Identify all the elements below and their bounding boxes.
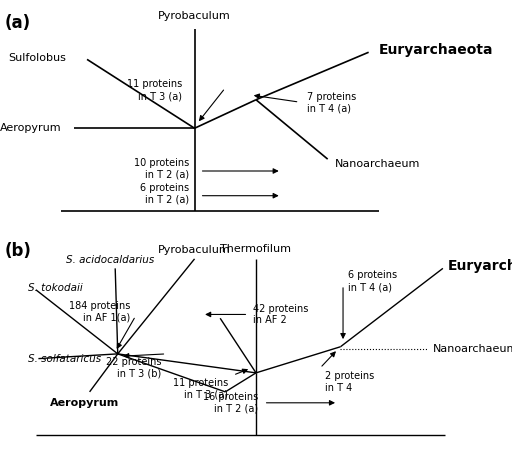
Text: Aeropyrum: Aeropyrum xyxy=(50,398,119,408)
Text: 184 proteins
in AF 1(a): 184 proteins in AF 1(a) xyxy=(69,301,131,323)
Text: (b): (b) xyxy=(5,242,32,260)
Text: Euryarchaeota: Euryarchaeota xyxy=(379,43,494,57)
Text: 42 proteins
in AF 2: 42 proteins in AF 2 xyxy=(253,304,309,325)
Text: 22 proteins
in T 3 (b): 22 proteins in T 3 (b) xyxy=(106,357,161,379)
Text: S. acidocaldarius: S. acidocaldarius xyxy=(66,255,154,265)
Text: 7 proteins
in T 4 (a): 7 proteins in T 4 (a) xyxy=(307,92,356,114)
Text: Thermofilum: Thermofilum xyxy=(221,244,291,254)
Text: Nanoarchaeum: Nanoarchaeum xyxy=(335,159,421,169)
Text: S. solfataricus: S. solfataricus xyxy=(28,353,101,364)
Text: Pyrobaculum: Pyrobaculum xyxy=(158,11,231,21)
Text: S. tokodaii: S. tokodaii xyxy=(28,283,83,294)
Text: Pyrobaculum: Pyrobaculum xyxy=(158,245,231,255)
Text: 16 proteins
in T 2 (a): 16 proteins in T 2 (a) xyxy=(203,392,259,414)
Text: Aeropyrum: Aeropyrum xyxy=(0,123,61,133)
Text: (a): (a) xyxy=(5,14,31,32)
Text: 6 proteins
in T 4 (a): 6 proteins in T 4 (a) xyxy=(348,270,397,292)
Text: Nanoarchaeum: Nanoarchaeum xyxy=(433,344,512,354)
Text: 10 proteins
in T 2 (a): 10 proteins in T 2 (a) xyxy=(134,158,189,180)
Text: Sulfolobus: Sulfolobus xyxy=(9,53,67,63)
Text: 11 proteins
in T 3 (a): 11 proteins in T 3 (a) xyxy=(126,79,182,101)
Text: Euryarchaeota: Euryarchaeota xyxy=(448,259,512,273)
Text: 6 proteins
in T 2 (a): 6 proteins in T 2 (a) xyxy=(140,182,189,204)
Text: 11 proteins
in T 3 (a): 11 proteins in T 3 (a) xyxy=(173,378,228,399)
Text: 2 proteins
in T 4: 2 proteins in T 4 xyxy=(325,371,374,393)
